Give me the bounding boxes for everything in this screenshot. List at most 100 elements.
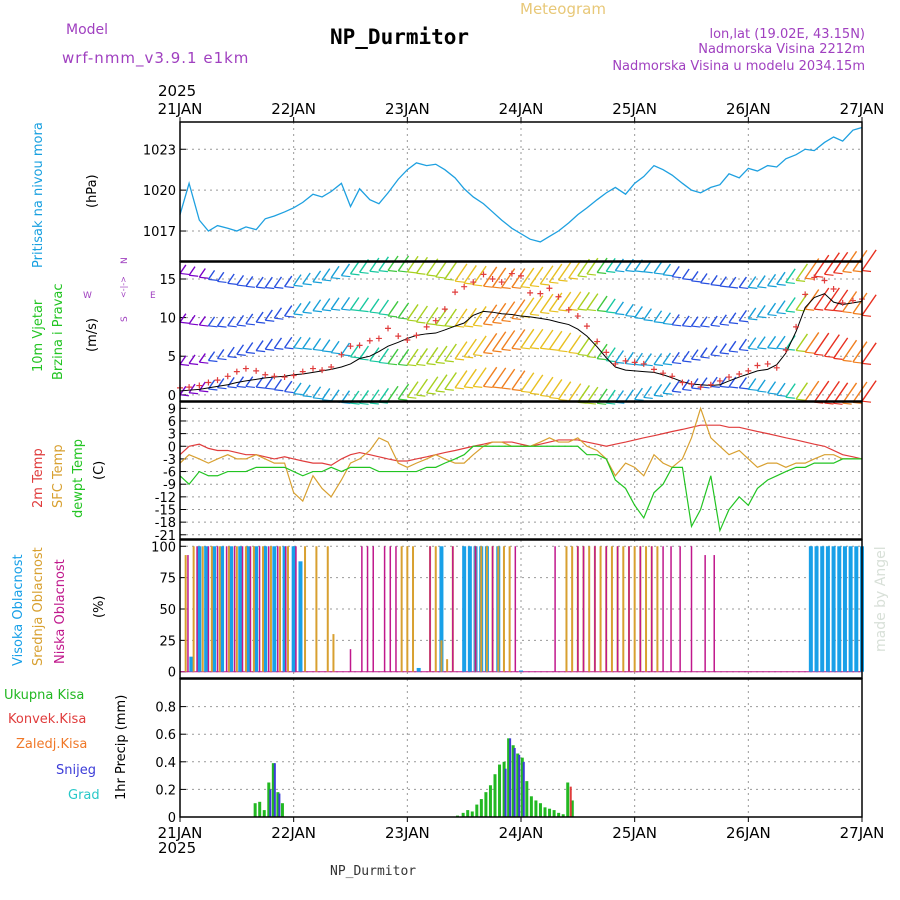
wind-barb-shaft [265,387,275,390]
wind-barb [387,385,399,402]
wind-barb [330,340,340,354]
wind-barb [728,276,737,288]
wind-barb [255,311,264,323]
wind-barb [557,291,572,311]
wind-barb-shaft [767,392,777,395]
wind-barb-shaft [217,387,227,390]
wind-gust-marker [821,277,828,284]
total-precip-bar [552,810,556,817]
wind-barb-shaft [426,323,436,326]
total-precip-bar [511,745,515,817]
wind-barb [624,351,634,364]
y-tick-label: 0.4 [155,756,176,771]
frz-precip-label: Zaledj.Kisa [16,737,87,752]
wind-barb [415,256,429,274]
wind-barb [245,342,254,353]
wind-barb [568,291,582,310]
wind-barb-shaft [350,356,360,359]
wind-gust-marker [242,365,249,372]
wind-barb [539,265,554,285]
wind-gust-marker [537,290,544,297]
wind-barb-shaft [672,324,682,327]
y-tick-label: 0.6 [155,728,176,743]
wind-barb [321,268,331,281]
wind-barb [330,297,340,310]
wind-gust-marker [736,370,743,377]
y-tick-label: 1023 [143,143,176,158]
wind-barb-shaft [483,352,493,355]
wind-barb-shaft [350,309,360,312]
wind-barb [861,342,877,364]
wind-barb-shaft [398,270,408,273]
wind-barb [406,255,419,273]
total-precip-bar [507,738,511,817]
wind-barb [415,348,429,365]
x-tick-label-bottom: 25JAN [612,824,657,842]
mid-cloud-bar [252,546,255,672]
wind-barb-shaft [767,347,777,350]
y-tick-label: 0 [168,666,176,681]
wind-barb-shaft [568,277,578,280]
wind-barb [188,354,196,364]
snow-bar [509,738,512,817]
wind-barb-shaft [387,269,398,273]
wind-gust-marker [594,338,601,345]
wind-barb [681,315,690,327]
wind-barb [492,267,507,288]
wind-barb-shaft [682,388,692,392]
wind-barb [482,266,498,287]
wind-gust-marker [347,343,354,350]
wind-barb [823,252,840,275]
wind-barb-shaft [274,389,284,392]
wind-barb [634,387,643,400]
wind-barb [767,302,777,315]
low-cloud-bar [258,546,261,672]
wind-barb [501,368,516,389]
wind-barb-shaft [473,284,483,287]
wind-barb-shaft [359,271,369,274]
wind-barb-shaft [189,323,199,326]
wind-barb-shaft [369,402,379,405]
total-precip-bar [484,792,488,817]
wind-barb [728,340,737,352]
high-cloud-bar [848,546,853,672]
wind-barb-shaft [739,387,749,390]
wind-barb-shaft [256,386,266,389]
wind-barb [444,261,457,280]
wind-gust-marker [196,382,203,389]
mid-cloud-bar [480,546,483,672]
wind-barb [700,347,708,358]
wind-barb [690,349,699,360]
elevation-label: Nadmorska Visina 2212m [698,42,865,57]
wind-barb [605,298,616,313]
wind-barb-shaft [842,402,852,405]
mid-cloud-bar [261,546,264,672]
y-tick-label: -21 [155,529,176,544]
wind-barb-shaft [501,348,511,351]
low-cloud-bar [267,546,270,672]
high-cloud-bar [854,546,859,672]
total-precip-bar [502,761,506,817]
wind-barb [756,304,766,318]
wind-barb-shaft [208,359,218,363]
wind-barb [406,381,419,398]
wind-barb [463,368,477,388]
wind-barb [511,370,526,390]
wind-barb-shaft [558,309,568,312]
total-precip-bar [479,799,483,817]
low-cloud-bar [616,546,619,672]
wind-barb [501,268,516,288]
wind-barb [548,263,563,283]
wind-gust-marker [233,368,240,375]
wind-barb [321,298,331,311]
wind-barb-shaft [350,273,360,276]
wind-barb-shaft [274,347,284,350]
wind-barb [842,339,858,361]
wind-barb-shaft [530,347,540,350]
y-tick-label: 6 [168,415,176,430]
wind-gust-marker [214,377,221,384]
wind-barb [492,367,507,388]
low-cloud-bar [670,546,672,672]
wind-barb [776,335,786,349]
wind-barb [245,376,254,387]
